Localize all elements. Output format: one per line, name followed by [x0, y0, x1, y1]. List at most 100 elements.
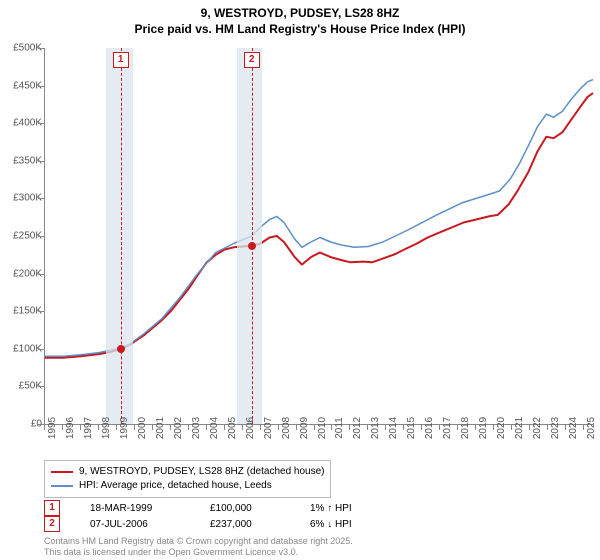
- y-axis-tick: [38, 236, 44, 237]
- x-axis-tick: [475, 424, 476, 430]
- y-axis-tick-label: £300K: [0, 193, 42, 204]
- y-axis-tick: [38, 349, 44, 350]
- y-axis-tick: [38, 198, 44, 199]
- x-axis-tick-label: 2017: [442, 417, 453, 439]
- x-axis-tick: [80, 424, 81, 430]
- footer-attribution: Contains HM Land Registry data © Crown c…: [44, 536, 353, 558]
- x-axis-tick-label: 1996: [65, 417, 76, 439]
- x-axis-tick-label: 2023: [550, 417, 561, 439]
- x-axis-tick: [583, 424, 584, 430]
- y-axis-tick-label: £0: [0, 419, 42, 430]
- x-axis-tick-label: 2003: [191, 417, 202, 439]
- x-axis-tick: [278, 424, 279, 430]
- sale-hpi-delta: 1% ↑ HPI: [310, 503, 400, 514]
- y-axis-tick: [38, 48, 44, 49]
- x-axis-tick-label: 2019: [478, 417, 489, 439]
- chart-container: { "title": { "line1": "9, WESTROYD, PUDS…: [0, 0, 600, 560]
- y-axis-tick-label: £250K: [0, 231, 42, 242]
- x-axis-tick-label: 1997: [83, 417, 94, 439]
- legend-label: 9, WESTROYD, PUDSEY, LS28 8HZ (detached …: [79, 465, 324, 479]
- x-axis-tick-label: 2000: [137, 417, 148, 439]
- x-axis-tick-label: 2001: [155, 417, 166, 439]
- x-axis-tick-label: 2010: [317, 417, 328, 439]
- y-axis-tick-label: £50K: [0, 381, 42, 392]
- legend-item: HPI: Average price, detached house, Leed…: [51, 479, 324, 493]
- shaded-range: [106, 48, 133, 424]
- x-axis-tick-label: 2008: [281, 417, 292, 439]
- x-axis-tick-label: 2020: [496, 417, 507, 439]
- x-axis-tick-label: 2012: [352, 417, 363, 439]
- legend-swatch: [51, 471, 73, 473]
- x-axis-tick-label: 2002: [173, 417, 184, 439]
- y-axis-tick: [38, 386, 44, 387]
- title-line-2: Price paid vs. HM Land Registry's House …: [0, 22, 600, 38]
- sale-row: 1 18-MAR-1999 £100,000 1% ↑ HPI: [44, 500, 400, 516]
- x-axis-tick: [44, 424, 45, 430]
- x-axis-tick: [314, 424, 315, 430]
- sale-row-marker: 1: [44, 500, 60, 516]
- x-axis-tick-label: 2005: [227, 417, 238, 439]
- chart-title: 9, WESTROYD, PUDSEY, LS28 8HZ Price paid…: [0, 0, 600, 37]
- legend-label: HPI: Average price, detached house, Leed…: [79, 479, 272, 493]
- plot-area: 12: [44, 48, 593, 425]
- x-axis-tick-label: 2009: [299, 417, 310, 439]
- sale-date: 18-MAR-1999: [90, 503, 180, 514]
- x-axis-tick-label: 2021: [514, 417, 525, 439]
- x-axis-tick-label: 2022: [532, 417, 543, 439]
- sale-marker-vline: [121, 48, 122, 424]
- x-axis-tick: [385, 424, 386, 430]
- legend-item: 9, WESTROYD, PUDSEY, LS28 8HZ (detached …: [51, 465, 324, 479]
- x-axis-tick: [62, 424, 63, 430]
- shaded-range: [237, 48, 262, 424]
- footer-line-1: Contains HM Land Registry data © Crown c…: [44, 536, 353, 547]
- x-axis-tick: [98, 424, 99, 430]
- y-axis-tick: [38, 274, 44, 275]
- x-axis-tick-label: 2004: [209, 417, 220, 439]
- x-axis-tick: [242, 424, 243, 430]
- x-axis-tick: [224, 424, 225, 430]
- sale-marker-box: 1: [113, 52, 129, 68]
- y-axis-tick-label: £450K: [0, 80, 42, 91]
- x-axis-tick: [152, 424, 153, 430]
- x-axis-tick-label: 2006: [245, 417, 256, 439]
- y-axis-tick-label: £100K: [0, 343, 42, 354]
- sale-marker-dot: [117, 345, 125, 353]
- y-axis-tick: [38, 123, 44, 124]
- sale-price: £100,000: [210, 503, 280, 514]
- x-axis-tick: [403, 424, 404, 430]
- x-axis-tick-label: 1995: [47, 417, 58, 439]
- x-axis-tick-label: 2014: [388, 417, 399, 439]
- sale-rows: 1 18-MAR-1999 £100,000 1% ↑ HPI 207-JUL-2006…: [44, 500, 400, 532]
- x-axis-tick: [511, 424, 512, 430]
- y-axis-tick-label: £350K: [0, 155, 42, 166]
- y-axis-tick-label: £400K: [0, 118, 42, 129]
- x-axis-tick: [457, 424, 458, 430]
- sale-hpi-delta: 6% ↓ HPI: [310, 519, 400, 530]
- x-axis-tick: [367, 424, 368, 430]
- x-axis-tick-label: 2025: [586, 417, 597, 439]
- x-axis-tick: [565, 424, 566, 430]
- x-axis-tick-label: 2024: [568, 417, 579, 439]
- x-axis-tick: [331, 424, 332, 430]
- x-axis-tick: [260, 424, 261, 430]
- x-axis-tick-label: 2007: [263, 417, 274, 439]
- x-axis-tick-label: 2013: [370, 417, 381, 439]
- x-axis-tick-label: 1998: [101, 417, 112, 439]
- x-axis-tick: [170, 424, 171, 430]
- x-axis-tick: [421, 424, 422, 430]
- y-axis-tick-label: £200K: [0, 268, 42, 279]
- sale-marker-dot: [248, 242, 256, 250]
- x-axis-tick: [296, 424, 297, 430]
- x-axis-tick-label: 2011: [334, 417, 345, 439]
- x-axis-tick-label: 2016: [424, 417, 435, 439]
- y-axis-tick: [38, 86, 44, 87]
- x-axis-tick-label: 2018: [460, 417, 471, 439]
- title-line-1: 9, WESTROYD, PUDSEY, LS28 8HZ: [0, 6, 600, 22]
- x-axis-tick: [206, 424, 207, 430]
- y-axis-tick: [38, 311, 44, 312]
- x-axis-tick: [439, 424, 440, 430]
- legend-box: 9, WESTROYD, PUDSEY, LS28 8HZ (detached …: [44, 460, 331, 498]
- y-axis-tick-label: £150K: [0, 306, 42, 317]
- sale-row: 207-JUL-2006£237,0006% ↓ HPI: [44, 516, 400, 532]
- x-axis-tick: [134, 424, 135, 430]
